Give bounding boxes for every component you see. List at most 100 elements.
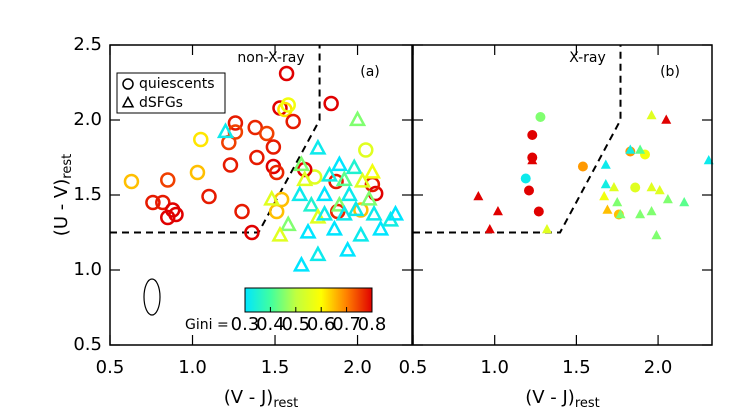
point bbox=[340, 185, 358, 202]
x-tick-label: 2.0 bbox=[343, 357, 372, 378]
x-tick-label: 2.0 bbox=[644, 357, 673, 378]
point bbox=[193, 131, 209, 148]
point bbox=[360, 189, 378, 206]
point bbox=[646, 206, 657, 216]
point bbox=[662, 194, 673, 204]
point bbox=[386, 204, 405, 221]
point bbox=[600, 179, 611, 189]
y-tick-label: 2.5 bbox=[73, 34, 102, 55]
point bbox=[347, 200, 365, 217]
point bbox=[372, 219, 390, 236]
point bbox=[168, 206, 184, 223]
y-axis-label-sub: rest bbox=[60, 154, 75, 179]
point bbox=[339, 240, 357, 257]
colorbar-tick-label: 0.6 bbox=[307, 314, 336, 335]
point bbox=[292, 255, 311, 272]
point bbox=[265, 139, 282, 155]
error-ellipse bbox=[143, 278, 161, 316]
legend-marker bbox=[122, 78, 134, 90]
point bbox=[296, 170, 314, 187]
point bbox=[608, 182, 619, 192]
point bbox=[330, 195, 348, 212]
point bbox=[352, 225, 370, 242]
point bbox=[280, 97, 296, 113]
point bbox=[646, 182, 657, 192]
point bbox=[612, 197, 623, 207]
point bbox=[602, 204, 613, 214]
point bbox=[315, 185, 334, 202]
y-tick-label: 1.5 bbox=[73, 184, 102, 205]
x-axis-label-main: (V - J) bbox=[525, 387, 575, 408]
point bbox=[335, 204, 353, 221]
point bbox=[473, 191, 484, 201]
x-tick-label: 1.5 bbox=[562, 357, 591, 378]
point bbox=[325, 219, 344, 236]
colorbar-label: Gini = bbox=[185, 317, 229, 333]
point bbox=[299, 222, 317, 239]
x-tick-label: 1.5 bbox=[261, 357, 290, 378]
point bbox=[279, 215, 297, 232]
point bbox=[302, 195, 320, 212]
selection-boundary bbox=[110, 45, 321, 234]
x-axis-label-sub: rest bbox=[273, 396, 298, 411]
colorbar-tick-label: 0.8 bbox=[358, 314, 387, 335]
point bbox=[189, 164, 206, 181]
point bbox=[484, 224, 495, 234]
point bbox=[201, 188, 217, 205]
point bbox=[535, 112, 546, 122]
y-axis-label: (U - V)rest bbox=[51, 154, 75, 236]
legend-marker bbox=[121, 95, 135, 108]
point bbox=[160, 172, 176, 188]
point bbox=[216, 122, 235, 139]
point bbox=[227, 115, 244, 131]
x-tick-label: 0.5 bbox=[399, 357, 428, 378]
x-axis-label-sub: rest bbox=[575, 396, 600, 411]
point bbox=[363, 162, 381, 179]
point bbox=[244, 224, 260, 241]
point bbox=[520, 173, 531, 184]
point bbox=[353, 202, 369, 218]
point bbox=[651, 230, 662, 240]
point bbox=[323, 95, 339, 112]
point bbox=[492, 206, 503, 216]
point bbox=[358, 142, 374, 158]
legend-label: quiescents bbox=[139, 76, 215, 92]
point bbox=[335, 170, 353, 187]
point bbox=[320, 165, 339, 182]
point bbox=[155, 194, 171, 211]
point bbox=[309, 207, 327, 224]
y-tick-label: 2.0 bbox=[73, 109, 102, 130]
x-tick-label: 1.0 bbox=[480, 357, 509, 378]
point bbox=[541, 224, 552, 234]
point bbox=[365, 204, 383, 221]
y-tick-label: 0.5 bbox=[73, 334, 102, 355]
point bbox=[263, 189, 281, 206]
point bbox=[145, 194, 161, 211]
point bbox=[315, 204, 334, 221]
point bbox=[615, 209, 626, 219]
colorbar-tick-label: 0.3 bbox=[231, 314, 260, 335]
point bbox=[527, 155, 538, 165]
point bbox=[345, 158, 363, 175]
colorbar-tick-label: 0.4 bbox=[256, 314, 285, 335]
point bbox=[625, 144, 636, 154]
x-tick-label: 1.0 bbox=[178, 357, 207, 378]
point bbox=[259, 125, 275, 142]
point bbox=[661, 114, 672, 124]
point bbox=[654, 185, 665, 195]
colorbar-tick-label: 0.5 bbox=[281, 314, 310, 335]
point bbox=[291, 185, 309, 202]
y-axis-label-main: (U - V) bbox=[51, 179, 72, 236]
point bbox=[292, 155, 311, 172]
colorbar-tick-label: 0.7 bbox=[332, 314, 361, 335]
point bbox=[599, 191, 610, 201]
point bbox=[353, 171, 372, 188]
point bbox=[271, 225, 289, 242]
point bbox=[600, 159, 611, 169]
point bbox=[285, 113, 301, 130]
point bbox=[234, 203, 250, 220]
legend-label: dSFGs bbox=[139, 95, 183, 111]
point bbox=[268, 164, 285, 181]
point bbox=[309, 245, 327, 262]
